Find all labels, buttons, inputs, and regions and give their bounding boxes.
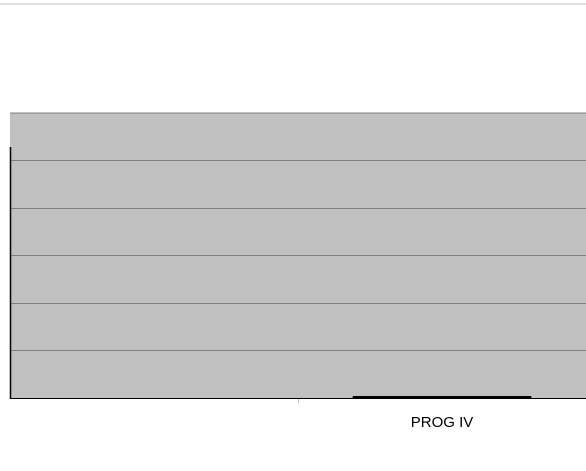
bar [352, 396, 532, 399]
bars [352, 396, 532, 399]
gridlines [10, 160, 586, 351]
x-tick-labels: PROG IV [411, 414, 474, 431]
x-tick-label: PROG IV [411, 414, 474, 431]
